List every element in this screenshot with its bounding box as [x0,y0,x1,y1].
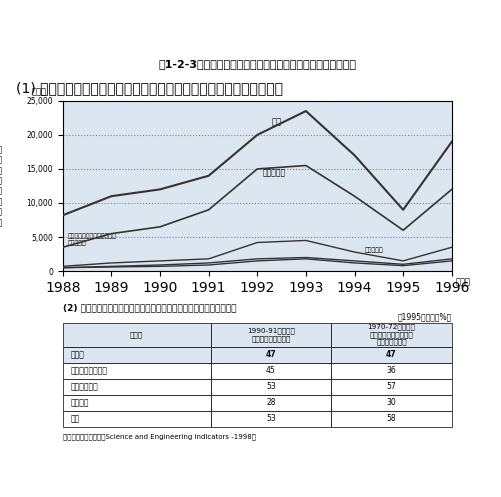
Text: 57: 57 [386,382,396,391]
Text: 58: 58 [386,414,395,423]
Text: 47: 47 [385,350,396,359]
Text: 28: 28 [266,398,275,407]
FancyBboxPatch shape [210,346,331,363]
FancyBboxPatch shape [331,379,451,395]
Text: 社会科学: 社会科学 [70,398,89,407]
Text: 資料：米国科学財団「Science and Engineering Indicators -1998」: 資料：米国科学財団「Science and Engineering Indica… [63,433,255,440]
Text: 47: 47 [265,350,276,359]
FancyBboxPatch shape [63,411,210,426]
Text: ライフサイエンス: ライフサイエンス [70,366,107,375]
Text: 全　体: 全 体 [70,350,84,359]
Text: 36: 36 [386,366,396,375]
FancyBboxPatch shape [63,363,210,379]
FancyBboxPatch shape [331,323,451,346]
Text: 分　野: 分 野 [130,331,143,338]
Text: （年）: （年） [455,278,470,287]
FancyBboxPatch shape [331,395,451,411]
Text: 30: 30 [386,398,396,407]
Text: 45: 45 [266,366,275,375]
Text: （件）: （件） [32,87,47,96]
Text: 第1-2-3図　米国における研究開発戦力としての外国人研究者: 第1-2-3図 米国における研究開発戦力としての外国人研究者 [158,59,356,69]
Text: 物理学・数学: 物理学・数学 [70,382,98,391]
Text: エンジニア: エンジニア [262,169,285,178]
FancyBboxPatch shape [331,363,451,379]
Text: 53: 53 [266,414,275,423]
Text: (2) 米国の科学・工学博士号を取得した外国人が米国に在住する割合: (2) 米国の科学・工学博士号を取得した外国人が米国に在住する割合 [63,303,236,312]
Text: 社会科学者: 社会科学者 [364,248,382,253]
Text: 1970-72年に取得
（期限付き滞在者及び
永住権保持者）: 1970-72年に取得 （期限付き滞在者及び 永住権保持者） [367,324,415,345]
FancyBboxPatch shape [331,411,451,426]
FancyBboxPatch shape [63,395,210,411]
Text: 1990-91年に取得
（期限付き滞在者）: 1990-91年に取得 （期限付き滞在者） [246,328,294,341]
Text: 自然科学者: 自然科学者 [68,241,86,246]
Text: （1995年時点：%）: （1995年時点：%） [397,313,451,322]
FancyBboxPatch shape [210,363,331,379]
Text: 全体: 全体 [272,118,281,127]
Text: 数学者・コンピュータ専門家: 数学者・コンピュータ専門家 [68,234,116,240]
Text: 工学: 工学 [70,414,80,423]
Text: 53: 53 [266,382,275,391]
FancyBboxPatch shape [210,395,331,411]
Y-axis label: 永
住
ビ
ザ
発
行
件
数: 永 住 ビ ザ 発 行 件 数 [0,145,1,227]
FancyBboxPatch shape [63,323,210,346]
FancyBboxPatch shape [331,346,451,363]
FancyBboxPatch shape [210,411,331,426]
FancyBboxPatch shape [210,379,331,395]
FancyBboxPatch shape [63,346,210,363]
FancyBboxPatch shape [63,379,210,395]
Text: (1) 外国人科学者・技術者に対して発行された永住ビザの件数の推移: (1) 外国人科学者・技術者に対して発行された永住ビザの件数の推移 [16,82,283,95]
FancyBboxPatch shape [210,323,331,346]
